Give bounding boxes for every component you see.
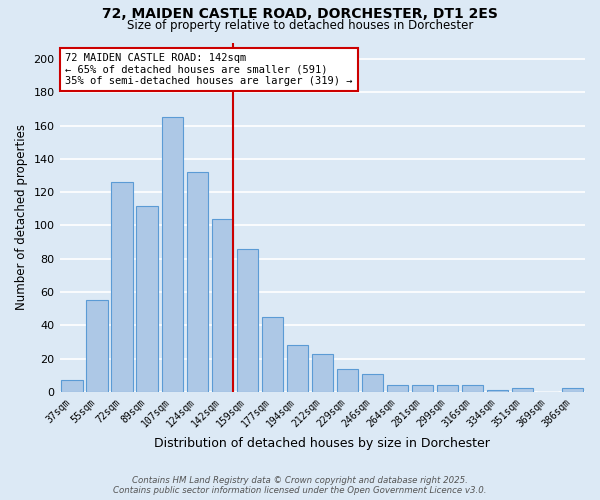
Bar bbox=[236, 249, 258, 392]
Text: 72 MAIDEN CASTLE ROAD: 142sqm
← 65% of detached houses are smaller (591)
35% of : 72 MAIDEN CASTLE ROAD: 142sqm ← 65% of d… bbox=[65, 53, 352, 86]
Bar bbox=[262, 317, 283, 392]
Bar bbox=[337, 368, 358, 392]
Bar bbox=[112, 182, 133, 392]
Y-axis label: Number of detached properties: Number of detached properties bbox=[15, 124, 28, 310]
X-axis label: Distribution of detached houses by size in Dorchester: Distribution of detached houses by size … bbox=[154, 437, 490, 450]
Bar bbox=[187, 172, 208, 392]
Bar bbox=[362, 374, 383, 392]
Bar bbox=[86, 300, 108, 392]
Bar bbox=[462, 385, 483, 392]
Bar bbox=[311, 354, 333, 392]
Bar bbox=[387, 385, 408, 392]
Bar bbox=[212, 219, 233, 392]
Bar bbox=[136, 206, 158, 392]
Bar bbox=[161, 118, 183, 392]
Text: Size of property relative to detached houses in Dorchester: Size of property relative to detached ho… bbox=[127, 19, 473, 32]
Bar bbox=[562, 388, 583, 392]
Bar bbox=[287, 345, 308, 392]
Text: 72, MAIDEN CASTLE ROAD, DORCHESTER, DT1 2ES: 72, MAIDEN CASTLE ROAD, DORCHESTER, DT1 … bbox=[102, 8, 498, 22]
Bar bbox=[487, 390, 508, 392]
Text: Contains HM Land Registry data © Crown copyright and database right 2025.
Contai: Contains HM Land Registry data © Crown c… bbox=[113, 476, 487, 495]
Bar bbox=[512, 388, 533, 392]
Bar bbox=[61, 380, 83, 392]
Bar bbox=[412, 385, 433, 392]
Bar bbox=[437, 385, 458, 392]
